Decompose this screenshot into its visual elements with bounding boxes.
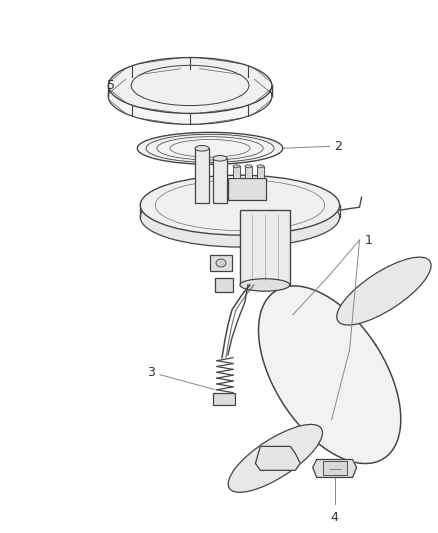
Bar xyxy=(257,166,264,178)
Bar xyxy=(213,393,235,405)
Bar xyxy=(233,166,240,178)
Polygon shape xyxy=(313,459,357,478)
Text: 1: 1 xyxy=(364,233,372,247)
Polygon shape xyxy=(258,286,401,464)
Bar xyxy=(210,255,232,271)
Bar xyxy=(228,178,266,200)
Polygon shape xyxy=(255,447,300,470)
Bar xyxy=(215,278,233,292)
Text: 4: 4 xyxy=(331,511,339,524)
Text: 3: 3 xyxy=(147,366,155,379)
Ellipse shape xyxy=(233,165,240,168)
Bar xyxy=(245,166,252,178)
Text: 2: 2 xyxy=(334,140,342,153)
Ellipse shape xyxy=(257,165,264,168)
Ellipse shape xyxy=(228,424,322,492)
Ellipse shape xyxy=(108,58,272,114)
Ellipse shape xyxy=(108,69,272,124)
Bar xyxy=(240,210,290,285)
Bar xyxy=(213,158,227,203)
Ellipse shape xyxy=(137,132,283,164)
Ellipse shape xyxy=(240,279,290,291)
Ellipse shape xyxy=(195,146,209,151)
Ellipse shape xyxy=(140,175,339,235)
Bar xyxy=(323,462,346,475)
Ellipse shape xyxy=(245,165,252,168)
Ellipse shape xyxy=(337,257,431,325)
Text: 5: 5 xyxy=(107,79,115,92)
Bar xyxy=(195,148,209,203)
Ellipse shape xyxy=(140,187,339,247)
Ellipse shape xyxy=(213,156,227,161)
Ellipse shape xyxy=(216,259,226,267)
